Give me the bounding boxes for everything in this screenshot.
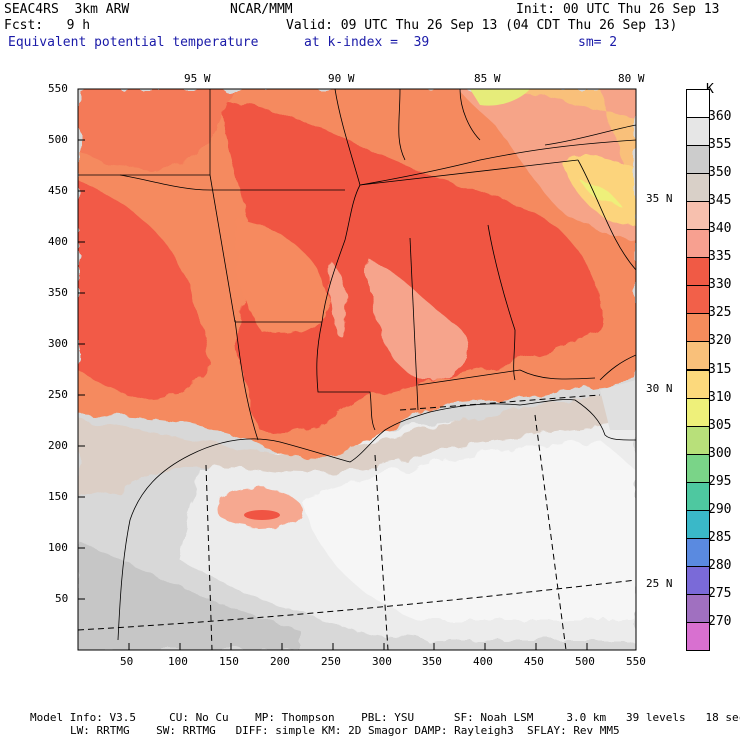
- colorbar-label: 280: [708, 557, 732, 573]
- colorbar-label: 335: [708, 249, 732, 265]
- model-info-line2: LW: RRTMG SW: RRTMG DIFF: simple KM: 2D …: [70, 724, 620, 737]
- x-tick-label: 100: [168, 655, 188, 668]
- colorbar-swatch: [686, 117, 710, 147]
- y-tick-label: 500: [48, 133, 68, 146]
- x-tick-label: 50: [120, 655, 134, 668]
- lon-label-95w: 95 W: [184, 72, 211, 85]
- x-tick-label: 300: [372, 655, 392, 668]
- lat-label-30n: 30 N: [646, 382, 673, 395]
- colorbar-label: 295: [708, 473, 732, 489]
- colorbar-label: 310: [708, 389, 732, 405]
- x-tick-label: 400: [473, 655, 493, 668]
- model-name: SEAC4RS 3km ARW: [4, 2, 130, 17]
- colorbar-swatch: [686, 621, 710, 651]
- colorbar-swatch: [686, 89, 710, 119]
- colorbar-swatch: [686, 285, 710, 315]
- colorbar-label: 355: [708, 137, 732, 153]
- colorbar-label: 290: [708, 501, 732, 517]
- init-time: Init: 00 UTC Thu 26 Sep 13: [516, 2, 720, 17]
- lat-label-25n: 25 N: [646, 577, 673, 590]
- y-tick-label: 450: [48, 184, 68, 197]
- colorbar-label: 360: [708, 109, 732, 125]
- colorbar-swatch: [686, 397, 710, 427]
- colorbar-swatch: [686, 453, 710, 483]
- colorbar-label: 350: [708, 165, 732, 181]
- colorbar-swatch: [686, 313, 710, 343]
- colorbar-swatch: [686, 229, 710, 259]
- colorbar-label: 275: [708, 585, 732, 601]
- colorbar-label: 270: [708, 613, 732, 629]
- model-info-line1: Model Info: V3.5 CU: No Cu MP: Thompson …: [30, 711, 740, 724]
- colorbar-label: 300: [708, 445, 732, 461]
- colorbar-swatch: [686, 173, 710, 203]
- y-tick-label: 550: [48, 82, 68, 95]
- axis-ticks: [78, 88, 588, 650]
- colorbar-swatch: [686, 481, 710, 511]
- organization: NCAR/MMM: [230, 2, 293, 17]
- colorbar-swatch: [686, 341, 710, 371]
- boundaries: [78, 89, 636, 641]
- colorbar-label: 320: [708, 333, 732, 349]
- lon-label-90w: 90 W: [328, 72, 355, 85]
- x-tick-label: 550: [626, 655, 646, 668]
- lon-label-85w: 85 W: [474, 72, 501, 85]
- plot-frame: [77, 88, 637, 651]
- smoothing-label: sm= 2: [578, 35, 618, 50]
- colorbar-label: 285: [708, 529, 732, 545]
- colorbar-label: 340: [708, 221, 732, 237]
- y-tick-label: 300: [48, 337, 68, 350]
- forecast-hour: Fcst: 9 h: [4, 18, 91, 33]
- colorbar-label: 330: [708, 277, 732, 293]
- x-tick-label: 250: [321, 655, 341, 668]
- colorbar-label: 305: [708, 417, 732, 433]
- y-tick-label: 350: [48, 286, 68, 299]
- colorbar-swatch: [686, 145, 710, 175]
- colorbar-swatch: [686, 201, 710, 231]
- x-tick-label: 150: [219, 655, 239, 668]
- colorbar-swatch: [686, 257, 710, 287]
- level-label: at k-index = 39: [304, 35, 430, 50]
- x-tick-label: 450: [524, 655, 544, 668]
- colorbar-swatch: [686, 537, 710, 567]
- colorbar-swatch: [686, 425, 710, 455]
- colorbar-swatch: [686, 593, 710, 623]
- colorbar-swatch: [686, 369, 710, 399]
- y-tick-label: 150: [48, 490, 68, 503]
- colorbar-label: 315: [708, 361, 732, 377]
- y-tick-label: 200: [48, 439, 68, 452]
- y-tick-label: 50: [55, 592, 69, 605]
- lat-label-35n: 35 N: [646, 192, 673, 205]
- field-name: Equivalent potential temperature: [8, 35, 259, 50]
- x-tick-label: 350: [422, 655, 442, 668]
- y-tick-label: 400: [48, 235, 68, 248]
- map-field: [78, 89, 636, 650]
- x-tick-label: 500: [575, 655, 595, 668]
- x-tick-label: 200: [270, 655, 290, 668]
- colorbar-label: 345: [708, 193, 732, 209]
- valid-time: Valid: 09 UTC Thu 26 Sep 13 (04 CDT Thu …: [286, 18, 678, 33]
- y-tick-label: 100: [48, 541, 68, 554]
- lon-label-80w: 80 W: [618, 72, 645, 85]
- graticule: [78, 394, 636, 650]
- colorbar-swatch: [686, 509, 710, 539]
- y-tick-label: 250: [48, 388, 68, 401]
- colorbar-label: 325: [708, 305, 732, 321]
- colorbar-swatch: [686, 565, 710, 595]
